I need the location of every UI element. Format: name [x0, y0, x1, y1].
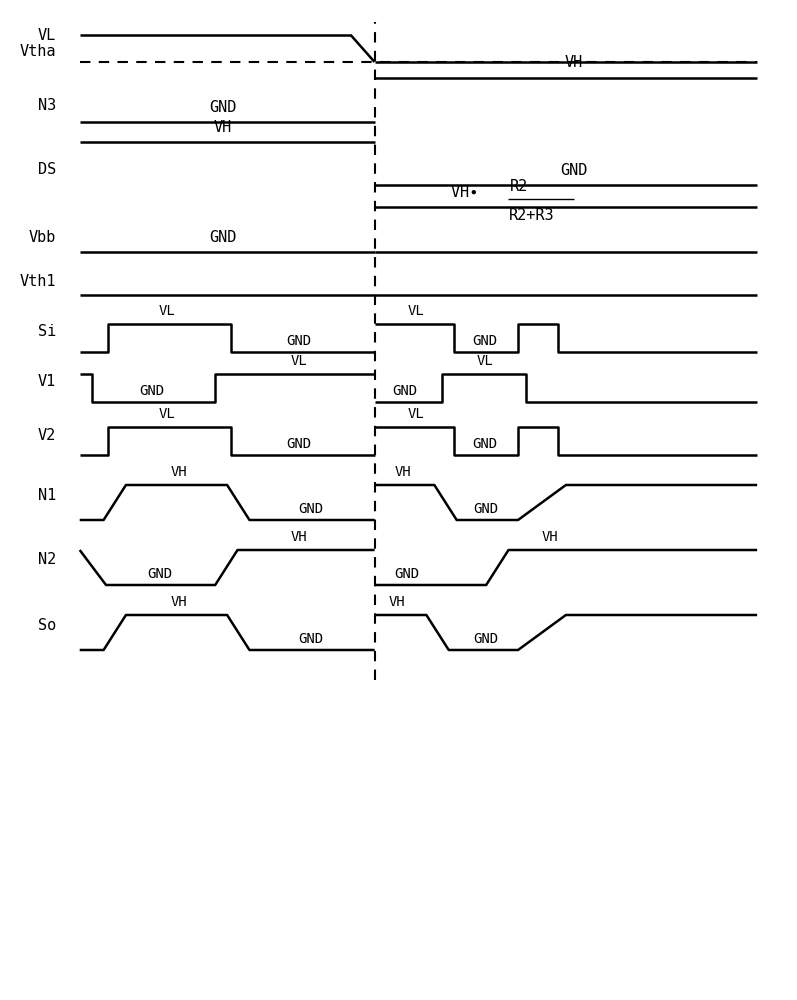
- Text: VH: VH: [290, 530, 308, 544]
- Text: VH: VH: [214, 120, 232, 135]
- Text: GND: GND: [139, 384, 164, 398]
- Text: V2: V2: [37, 428, 56, 442]
- Text: VL: VL: [476, 354, 493, 368]
- Text: GND: GND: [560, 163, 587, 178]
- Text: GND: GND: [286, 334, 312, 348]
- Text: Si: Si: [37, 324, 56, 340]
- Text: VL: VL: [159, 304, 176, 318]
- Text: V1: V1: [37, 374, 56, 389]
- Text: So: So: [37, 617, 56, 633]
- Text: VH: VH: [541, 530, 559, 544]
- Text: VH: VH: [171, 465, 188, 479]
- Text: GND: GND: [392, 384, 418, 398]
- Text: GND: GND: [472, 334, 497, 348]
- Text: VL: VL: [290, 354, 308, 368]
- Text: VH: VH: [171, 595, 188, 609]
- Text: GND: GND: [210, 230, 237, 245]
- Text: GND: GND: [286, 437, 312, 451]
- Text: GND: GND: [472, 437, 497, 451]
- Text: N1: N1: [37, 488, 56, 502]
- Text: R2: R2: [510, 179, 528, 194]
- Text: Vbb: Vbb: [29, 231, 56, 245]
- Text: VH: VH: [565, 55, 583, 70]
- Text: VL: VL: [407, 407, 425, 421]
- Text: R2+R3: R2+R3: [508, 208, 554, 223]
- Text: Vth1: Vth1: [19, 274, 56, 290]
- Text: N2: N2: [37, 552, 56, 568]
- Text: Vtha: Vtha: [19, 44, 56, 60]
- Text: VH: VH: [388, 595, 406, 609]
- Text: GND: GND: [210, 100, 237, 115]
- Text: GND: GND: [473, 502, 499, 516]
- Text: N3: N3: [37, 98, 56, 112]
- Text: VL: VL: [407, 304, 425, 318]
- Text: GND: GND: [298, 502, 324, 516]
- Text: VH$\bullet$: VH$\bullet$: [450, 184, 477, 200]
- Text: GND: GND: [147, 567, 172, 581]
- Text: DS: DS: [37, 162, 56, 178]
- Text: VH: VH: [394, 465, 411, 479]
- Text: VL: VL: [37, 27, 56, 42]
- Text: GND: GND: [394, 567, 419, 581]
- Text: GND: GND: [473, 632, 499, 646]
- Text: GND: GND: [298, 632, 324, 646]
- Text: VL: VL: [159, 407, 176, 421]
